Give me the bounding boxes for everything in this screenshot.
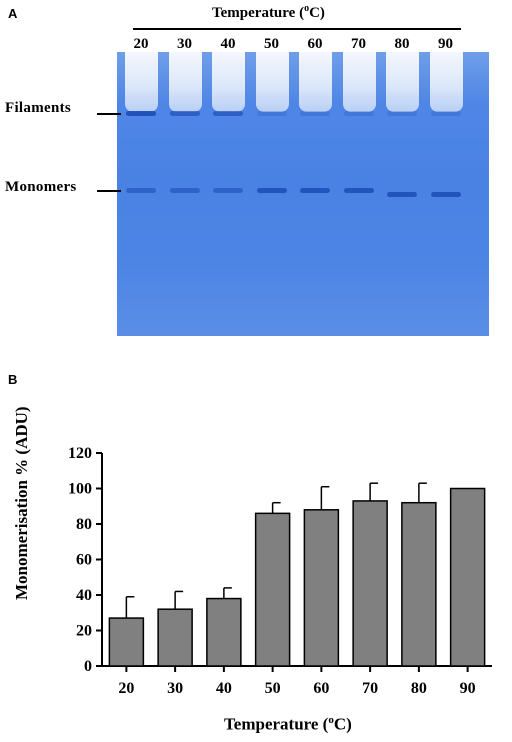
gel-title-bracket-line bbox=[133, 28, 461, 30]
gel-title-text: Temperature ( bbox=[212, 5, 305, 21]
gel-title: Temperature (oC) bbox=[212, 3, 325, 22]
monomers-label: Monomers bbox=[5, 179, 77, 195]
filament-band bbox=[126, 111, 156, 116]
filaments-marker-line bbox=[97, 113, 121, 115]
filament-band bbox=[300, 111, 330, 116]
monomer-band bbox=[213, 188, 243, 193]
lane-label: 50 bbox=[264, 36, 279, 52]
lane-label: 90 bbox=[438, 36, 453, 52]
gel-title-end: C) bbox=[309, 5, 325, 21]
x-axis-title-text: Temperature ( bbox=[224, 714, 329, 734]
lane-label: 40 bbox=[220, 36, 236, 52]
gel-well bbox=[299, 52, 332, 112]
monomers-marker-line bbox=[97, 190, 121, 192]
x-axis-title-sup: o bbox=[328, 714, 334, 726]
monomer-band bbox=[126, 188, 156, 193]
bar bbox=[352, 500, 388, 667]
lane-label: 60 bbox=[307, 36, 323, 52]
gel-well bbox=[342, 52, 376, 112]
gel-well bbox=[255, 52, 289, 112]
gel-well bbox=[125, 52, 158, 112]
gel-well bbox=[212, 52, 245, 112]
bar bbox=[254, 512, 291, 667]
bar bbox=[108, 617, 145, 667]
panel-b-letter: B bbox=[8, 372, 18, 387]
x-tick-label: 90 bbox=[460, 680, 476, 697]
filament-band bbox=[256, 111, 287, 116]
bar bbox=[449, 487, 486, 667]
filament-band bbox=[343, 111, 374, 116]
lane-label: 30 bbox=[177, 36, 192, 52]
y-tick-label: 80 bbox=[76, 516, 92, 533]
monomer-band bbox=[256, 188, 287, 193]
x-tick-label: 30 bbox=[167, 680, 183, 697]
bar bbox=[206, 597, 242, 667]
lane-label: 70 bbox=[351, 36, 366, 52]
y-tick-label: 120 bbox=[68, 445, 92, 462]
monomer-band bbox=[169, 188, 200, 193]
x-tick-label: 70 bbox=[362, 680, 378, 697]
monomer-band bbox=[343, 188, 374, 193]
y-tick-label: 60 bbox=[76, 552, 92, 569]
filament-band bbox=[430, 111, 461, 116]
x-tick-label: 40 bbox=[216, 680, 232, 697]
x-axis-title: Temperature (oC) bbox=[224, 714, 352, 735]
monomer-band bbox=[300, 188, 330, 193]
bar bbox=[303, 509, 340, 667]
filament-band bbox=[213, 111, 243, 116]
y-tick-label: 100 bbox=[68, 481, 92, 498]
gel-title-sup: o bbox=[304, 3, 310, 14]
bar bbox=[157, 608, 193, 667]
monomer-band bbox=[430, 192, 461, 197]
filaments-label: Filaments bbox=[5, 100, 72, 116]
y-tick-label: 0 bbox=[84, 658, 92, 675]
y-tick-label: 40 bbox=[76, 587, 92, 604]
x-tick-label: 60 bbox=[313, 680, 329, 697]
gel-well bbox=[429, 52, 463, 112]
filament-band bbox=[169, 111, 200, 116]
gel-well bbox=[168, 52, 202, 112]
panel-a-letter: A bbox=[8, 6, 18, 21]
gel-well bbox=[386, 52, 419, 112]
x-tick-label: 80 bbox=[411, 680, 427, 697]
x-tick-label: 20 bbox=[118, 680, 134, 697]
y-axis-title: Monomerisation % (ADU) bbox=[12, 406, 31, 600]
filament-band bbox=[387, 111, 417, 116]
lane-label: 80 bbox=[394, 36, 410, 52]
bar bbox=[401, 501, 437, 667]
monomer-band bbox=[387, 192, 417, 197]
x-tick-label: 50 bbox=[265, 680, 281, 697]
x-axis-title-end: C) bbox=[333, 714, 352, 734]
y-tick-label: 20 bbox=[76, 623, 92, 640]
lane-label: 20 bbox=[133, 36, 149, 52]
